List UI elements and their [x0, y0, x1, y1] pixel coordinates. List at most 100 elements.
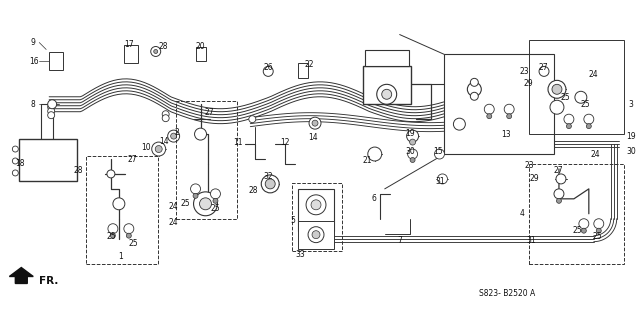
Circle shape	[581, 228, 586, 233]
Text: 19: 19	[406, 129, 415, 137]
Text: 27: 27	[554, 167, 564, 175]
Text: 16: 16	[29, 57, 39, 66]
Bar	[444, 55, 554, 154]
Circle shape	[193, 193, 198, 198]
Circle shape	[504, 104, 514, 114]
Circle shape	[594, 219, 604, 229]
Circle shape	[12, 158, 19, 164]
Circle shape	[410, 158, 415, 162]
Circle shape	[556, 198, 561, 203]
Text: 24: 24	[589, 70, 598, 79]
Text: 12: 12	[280, 137, 290, 146]
Text: 14: 14	[159, 137, 168, 145]
Text: 11: 11	[234, 137, 243, 146]
Text: 7: 7	[397, 236, 403, 245]
Bar	[49, 52, 63, 70]
Circle shape	[162, 115, 169, 122]
Text: 28: 28	[248, 186, 258, 195]
Circle shape	[406, 130, 419, 142]
Text: 10: 10	[141, 143, 150, 152]
Bar	[292, 183, 342, 251]
Circle shape	[312, 231, 320, 239]
Circle shape	[368, 147, 381, 161]
Text: 25: 25	[180, 199, 191, 208]
Text: 2: 2	[175, 128, 179, 137]
Circle shape	[263, 66, 273, 76]
Circle shape	[195, 128, 207, 140]
Bar	[175, 101, 237, 219]
Circle shape	[12, 170, 19, 176]
Bar	[529, 164, 623, 263]
Text: 6: 6	[372, 194, 377, 203]
Circle shape	[467, 82, 481, 96]
Text: 21: 21	[363, 157, 372, 166]
Circle shape	[438, 174, 447, 184]
Circle shape	[249, 116, 256, 123]
Circle shape	[311, 200, 321, 210]
Text: 19: 19	[627, 132, 636, 141]
Circle shape	[154, 49, 157, 54]
Circle shape	[435, 149, 444, 159]
Text: 27: 27	[205, 108, 214, 117]
Circle shape	[552, 84, 562, 94]
Text: 9: 9	[30, 38, 35, 47]
Text: 25: 25	[106, 232, 116, 241]
Circle shape	[113, 198, 125, 210]
Polygon shape	[10, 268, 33, 284]
Circle shape	[487, 114, 492, 119]
Circle shape	[213, 198, 218, 203]
Text: 30: 30	[406, 146, 415, 156]
Bar	[529, 40, 623, 134]
Circle shape	[584, 114, 594, 124]
Circle shape	[586, 124, 591, 129]
Circle shape	[453, 118, 465, 130]
Circle shape	[470, 78, 478, 86]
Circle shape	[306, 195, 326, 215]
Circle shape	[410, 139, 415, 145]
Circle shape	[556, 174, 566, 184]
Circle shape	[193, 192, 218, 216]
Text: 1: 1	[118, 252, 124, 261]
Bar	[298, 189, 334, 231]
Bar	[365, 50, 408, 66]
Text: 14: 14	[308, 133, 317, 142]
Bar	[363, 66, 411, 104]
Circle shape	[265, 179, 275, 189]
Circle shape	[484, 104, 494, 114]
Text: 25: 25	[561, 93, 571, 102]
Text: 4: 4	[519, 209, 524, 218]
Text: 17: 17	[124, 40, 134, 49]
Circle shape	[200, 198, 211, 210]
Text: 5: 5	[290, 216, 295, 225]
Circle shape	[381, 89, 392, 99]
Bar	[124, 46, 138, 63]
Circle shape	[408, 149, 417, 159]
Circle shape	[377, 84, 397, 104]
Circle shape	[309, 117, 321, 129]
Text: 20: 20	[196, 42, 205, 51]
Text: 24: 24	[169, 202, 179, 211]
Text: 23: 23	[524, 161, 534, 170]
Circle shape	[554, 189, 564, 199]
Text: 29: 29	[529, 174, 539, 183]
Circle shape	[507, 114, 511, 119]
Circle shape	[596, 228, 601, 233]
Text: 27: 27	[538, 63, 548, 72]
Circle shape	[12, 146, 19, 152]
Text: 25: 25	[211, 204, 220, 213]
Text: 25: 25	[593, 232, 602, 241]
Text: 3: 3	[628, 100, 634, 109]
Circle shape	[539, 66, 549, 76]
Bar	[86, 156, 157, 263]
Circle shape	[126, 233, 131, 238]
Text: 25: 25	[129, 239, 138, 248]
Bar	[298, 221, 334, 249]
Text: 24: 24	[591, 150, 600, 159]
Circle shape	[470, 92, 478, 100]
Text: FR.: FR.	[39, 277, 59, 286]
Text: 31: 31	[435, 177, 445, 186]
Text: 24: 24	[169, 218, 179, 227]
Text: 13: 13	[501, 130, 511, 139]
Bar	[19, 139, 77, 181]
Text: 25: 25	[581, 100, 591, 109]
